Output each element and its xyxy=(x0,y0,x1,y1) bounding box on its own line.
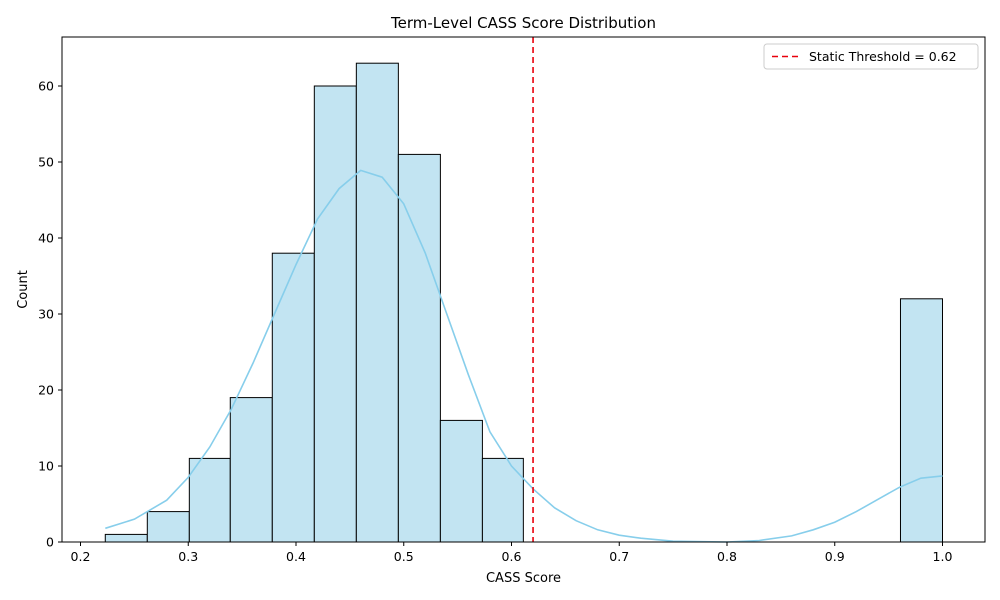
x-tick-label: 0.6 xyxy=(502,549,522,564)
legend: Static Threshold = 0.62 xyxy=(763,43,979,70)
y-tick-label: 10 xyxy=(38,459,54,474)
histogram-bar xyxy=(104,533,148,543)
y-tick-label: 20 xyxy=(38,383,54,398)
y-tick-label: 50 xyxy=(38,155,54,170)
chart-title: Term-Level CASS Score Distribution xyxy=(390,14,656,32)
histogram-bar xyxy=(188,457,231,543)
plot-frame xyxy=(61,36,986,543)
x-tick-label: 0.8 xyxy=(717,549,737,564)
y-tick-label: 60 xyxy=(38,79,54,94)
x-tick-label: 1.0 xyxy=(933,549,953,564)
x-tick-label: 0.9 xyxy=(825,549,845,564)
y-tick-label: 30 xyxy=(38,307,54,322)
histogram-bars xyxy=(104,62,943,543)
histogram-bar xyxy=(899,298,943,543)
histogram-bar xyxy=(397,153,441,543)
kde-curve xyxy=(105,169,943,543)
histogram-bar xyxy=(271,252,315,543)
y-tick-label: 0 xyxy=(46,535,54,550)
histogram-bar xyxy=(313,85,357,543)
histogram-bar xyxy=(229,397,273,543)
histogram-bar xyxy=(355,62,399,543)
y-axis-ticks: 0 10 20 30 40 50 60 xyxy=(38,79,62,550)
x-tick-label: 0.2 xyxy=(71,549,91,564)
y-axis-label: Count xyxy=(16,270,31,309)
legend-box xyxy=(763,43,979,70)
histogram-bar xyxy=(439,419,483,543)
legend-label: Static Threshold = 0.62 xyxy=(809,49,957,64)
x-tick-label: 0.4 xyxy=(286,549,306,564)
x-axis-ticks: 0.2 0.3 0.4 0.5 0.6 0.7 0.8 0.9 1.0 xyxy=(71,542,953,564)
y-tick-label: 40 xyxy=(38,231,54,246)
x-tick-label: 0.5 xyxy=(394,549,414,564)
x-axis-label: CASS Score xyxy=(486,571,561,586)
x-tick-label: 0.3 xyxy=(178,549,198,564)
histogram-bar xyxy=(146,511,190,543)
x-tick-label: 0.7 xyxy=(609,549,629,564)
